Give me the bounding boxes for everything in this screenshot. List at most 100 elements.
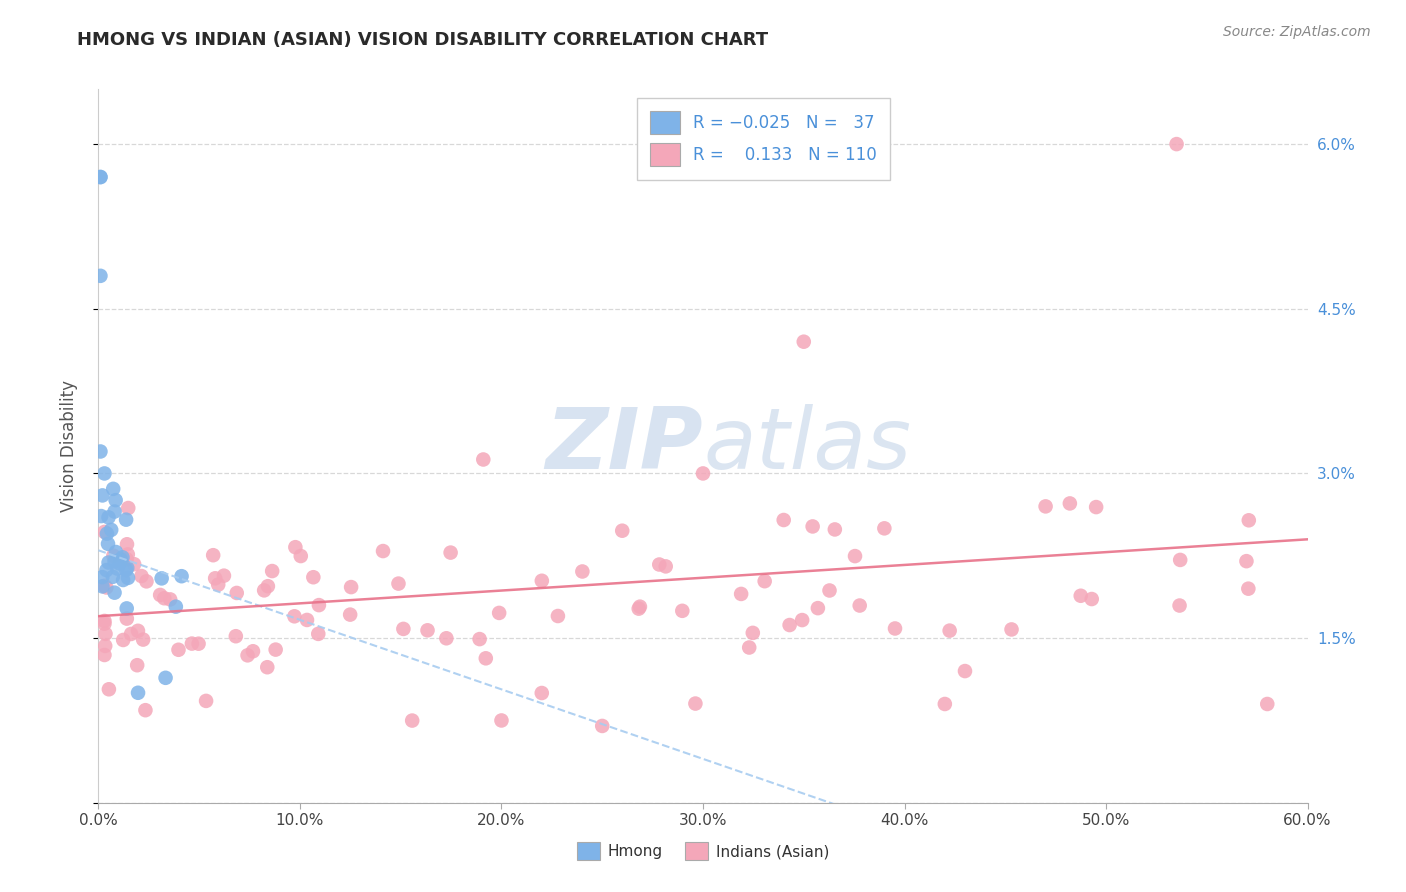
Point (741, 626, 763, 640)
Point (207, 577, 229, 591)
Point (115, 537, 138, 551)
Point (225, 586, 247, 600)
Point (340, 580, 363, 594)
Point (204, 571, 226, 585)
Point (1035, 500, 1057, 514)
Point (127, 658, 149, 673)
Point (93, 524, 115, 539)
Point (792, 613, 814, 627)
Point (295, 613, 318, 627)
Point (953, 664, 976, 678)
Point (628, 599, 651, 614)
Point (824, 523, 846, 537)
Point (134, 703, 156, 717)
Point (115, 513, 138, 527)
Point (1000, 623, 1022, 637)
Text: ZIP: ZIP (546, 404, 703, 488)
Point (671, 604, 693, 618)
Point (89, 169, 111, 184)
Point (290, 549, 312, 563)
Point (105, 561, 128, 575)
Point (283, 609, 305, 624)
Point (103, 504, 125, 518)
Point (112, 573, 135, 587)
Point (627, 601, 650, 615)
Point (153, 591, 176, 606)
Point (1085, 500, 1108, 514)
Point (934, 697, 956, 711)
Point (262, 564, 284, 578)
Point (120, 627, 142, 641)
Point (117, 548, 139, 562)
Point (793, 334, 815, 349)
Point (302, 570, 325, 584)
Point (884, 622, 907, 636)
Point (571, 565, 593, 579)
Text: HMONG VS INDIAN (ASIAN) VISION DISABILITY CORRELATION CHART: HMONG VS INDIAN (ASIAN) VISION DISABILIT… (77, 31, 769, 49)
Point (488, 606, 510, 620)
Point (530, 686, 553, 700)
Point (187, 637, 209, 651)
Point (1080, 592, 1102, 607)
Point (1070, 589, 1092, 603)
Point (1059, 496, 1081, 510)
Point (103, 585, 125, 599)
Point (131, 569, 153, 583)
Point (844, 549, 866, 563)
Point (115, 612, 138, 626)
Point (150, 571, 173, 585)
Point (180, 637, 202, 651)
Point (801, 519, 824, 533)
Point (439, 546, 461, 560)
Point (472, 452, 495, 467)
Point (96, 581, 118, 595)
Point (135, 574, 157, 589)
Point (96, 563, 118, 577)
Text: atlas: atlas (703, 404, 911, 488)
Point (91, 579, 114, 593)
Point (779, 618, 801, 632)
Point (90, 509, 112, 524)
Point (236, 648, 259, 663)
Point (115, 563, 138, 577)
Point (97, 537, 120, 551)
Point (89, 444, 111, 458)
Point (654, 559, 676, 574)
Point (818, 583, 841, 598)
Point (122, 558, 145, 572)
Point (115, 552, 138, 566)
Point (848, 599, 870, 613)
Point (371, 544, 394, 558)
Point (101, 570, 124, 584)
Point (225, 629, 247, 643)
Point (242, 644, 264, 658)
Point (685, 697, 707, 711)
Point (117, 571, 139, 585)
Point (648, 558, 671, 572)
Point (96, 526, 118, 541)
Point (257, 579, 280, 593)
Point (94, 639, 117, 653)
Point (104, 545, 127, 559)
Point (100, 523, 122, 537)
Text: Source: ZipAtlas.com: Source: ZipAtlas.com (1223, 25, 1371, 39)
Point (692, 467, 714, 481)
Point (339, 607, 361, 622)
Point (202, 548, 225, 562)
Point (104, 493, 127, 508)
Point (111, 550, 134, 565)
Point (94, 627, 117, 641)
Point (401, 714, 423, 728)
Point (938, 624, 960, 638)
Point (108, 557, 131, 571)
Point (434, 632, 457, 646)
Point (91, 570, 114, 584)
Point (110, 552, 132, 566)
Point (754, 574, 776, 589)
Point (612, 524, 634, 538)
Point (97, 556, 120, 570)
Point (195, 694, 218, 708)
Point (155, 671, 177, 685)
Point (93, 616, 115, 631)
Point (115, 601, 138, 615)
